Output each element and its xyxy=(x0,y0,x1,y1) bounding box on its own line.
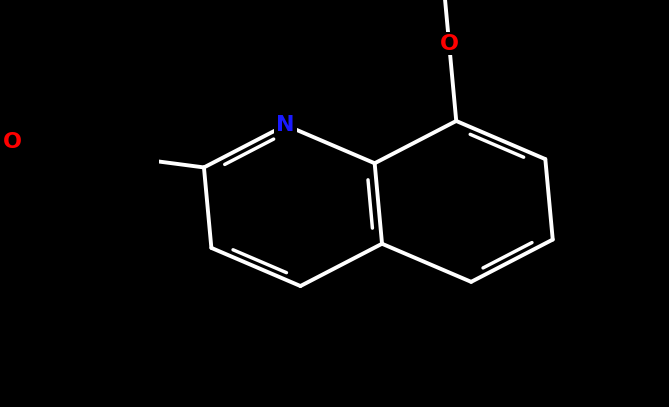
Text: O: O xyxy=(3,132,21,152)
Text: O: O xyxy=(440,33,458,54)
Text: N: N xyxy=(276,115,295,135)
